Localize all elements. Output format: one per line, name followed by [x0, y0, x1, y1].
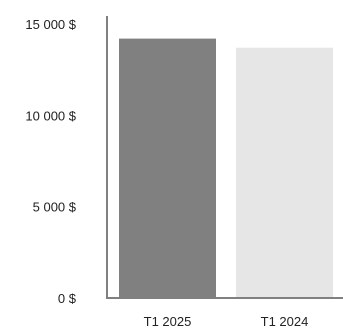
- x-tick-label: T1 2025: [144, 314, 192, 329]
- x-tick-label: T1 2024: [261, 314, 309, 329]
- y-tick-label: 10 000 $: [25, 108, 76, 123]
- y-tick-label: 15 000 $: [25, 17, 76, 32]
- bar-2: [236, 47, 333, 298]
- y-tick-label: 5 000 $: [33, 200, 77, 215]
- bar-1: [119, 38, 216, 298]
- y-tick-label: 0 $: [58, 291, 77, 306]
- bars: [119, 38, 333, 298]
- x-axis-labels: T1 2025 T1 2024: [144, 314, 309, 329]
- y-axis-ticks: 0 $ 5 000 $ 10 000 $ 15 000 $: [25, 17, 76, 306]
